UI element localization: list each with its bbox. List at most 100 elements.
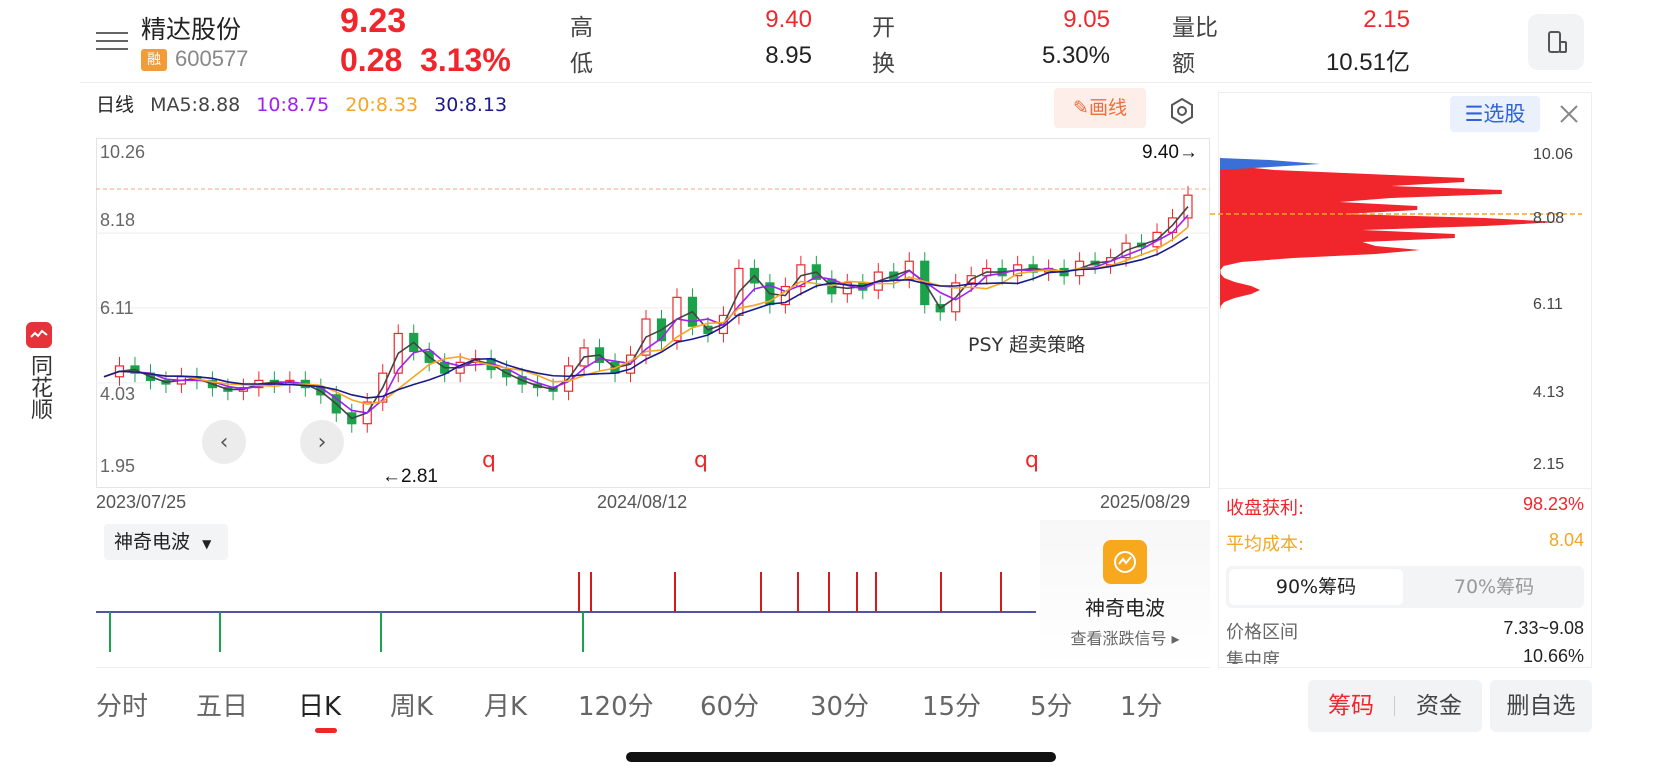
- profit-label: 收盘获利:: [1226, 498, 1305, 519]
- stat-value-high: 9.40: [765, 6, 812, 33]
- stock-pick-button[interactable]: ☰选股: [1450, 96, 1540, 132]
- menu-icon[interactable]: [96, 26, 128, 56]
- tab-weekly-k[interactable]: 周K: [390, 692, 434, 722]
- stat-label-open: 开: [872, 15, 895, 41]
- tab-15min[interactable]: 15分: [922, 692, 982, 722]
- tab-60min[interactable]: 60分: [700, 692, 760, 722]
- indicator-select[interactable]: 神奇电波 ▼: [104, 524, 228, 560]
- tab-five-day[interactable]: 五日: [196, 692, 249, 722]
- stat-label-high: 高: [570, 15, 593, 41]
- stat-label-low: 低: [570, 51, 593, 77]
- x-tick-label: 2025/08/29: [1100, 492, 1191, 512]
- chips-panel: [1218, 92, 1592, 668]
- concentration-label: 集中度: [1226, 650, 1280, 664]
- x-tick-label: 2024/08/12: [597, 492, 688, 512]
- divider: [1218, 488, 1592, 489]
- divider: [1394, 696, 1395, 716]
- y-tick-label: 1.95: [100, 456, 136, 476]
- indicator-name: 神奇电波: [114, 531, 191, 553]
- chip-axis-label: 4.13: [1533, 384, 1565, 401]
- avg-cost-value: 8.04: [1548, 530, 1584, 550]
- draw-line-label: 画线: [1088, 97, 1127, 119]
- stat-value-turnover: 5.30%: [1041, 42, 1110, 69]
- chip-axis-label: 8.08: [1533, 210, 1565, 227]
- device-icon[interactable]: [1528, 14, 1584, 70]
- chip-range-tabs: 90%筹码 70%筹码: [1226, 566, 1584, 608]
- indicator-promo[interactable]: 神奇电波 查看涨跌信号 ▸: [1040, 520, 1210, 666]
- y-tick-label: 4.03: [100, 384, 136, 404]
- ma20-line: [103, 226, 1189, 406]
- ma10-value: 10:8.75: [256, 94, 330, 116]
- kline-chart-canvas: [96, 186, 1210, 433]
- kline-chart[interactable]: [96, 138, 1210, 488]
- current-price: 9.23: [340, 2, 407, 40]
- tab-intraday[interactable]: 分时: [96, 692, 149, 722]
- y-tick-label: 10.26: [100, 142, 146, 162]
- stat-value-volume-ratio: 2.15: [1363, 6, 1410, 33]
- brand-strip: 同花顺: [22, 322, 56, 420]
- remove-watchlist-button[interactable]: 删自选: [1490, 680, 1592, 732]
- home-indicator[interactable]: [626, 752, 1056, 762]
- list-icon: ☰: [1464, 102, 1484, 126]
- active-tab-indicator: [315, 728, 337, 733]
- concentration-value: 10.66%: [1522, 646, 1584, 664]
- brand-name: 同花顺: [27, 354, 52, 420]
- chip-axis-label: 6.11: [1533, 296, 1563, 313]
- chevron-right-icon[interactable]: ›: [300, 420, 344, 464]
- price-range-value: 7.33~9.08: [1503, 618, 1584, 638]
- funds-button[interactable]: 资金: [1416, 693, 1462, 719]
- high-price-marker: 9.40→: [1142, 142, 1198, 163]
- chip-axis-label: 2.15: [1533, 456, 1565, 473]
- promo-title: 神奇电波: [1085, 596, 1165, 620]
- stat-value-low: 8.95: [765, 42, 812, 69]
- close-icon[interactable]: [1555, 100, 1583, 128]
- tab-chip-70[interactable]: 70%筹码: [1453, 576, 1535, 598]
- draw-line-button[interactable]: ✎画线: [1054, 88, 1146, 128]
- ma10-line: [103, 214, 1189, 414]
- indicator-chart: [96, 572, 1036, 652]
- tab-monthly-k[interactable]: 月K: [484, 692, 528, 722]
- low-price-marker: ←2.81: [382, 466, 438, 487]
- tab-30min[interactable]: 30分: [810, 692, 870, 722]
- chip-distribution-blue: [1220, 158, 1320, 170]
- stat-value-amount: 10.51亿: [1325, 49, 1410, 76]
- price-change: 0.28 3.13%: [340, 42, 511, 79]
- chips-funds-toggle: 筹码 资金: [1308, 680, 1482, 732]
- chip-axis-label: 10.06: [1533, 146, 1574, 163]
- change-abs: 0.28: [340, 42, 403, 78]
- x-tick-label: 2023/07/25: [96, 492, 187, 512]
- ma30-value: 30:8.13: [434, 94, 508, 116]
- period-label: 日线: [96, 94, 135, 116]
- settings-icon[interactable]: [1167, 96, 1197, 126]
- chips-button[interactable]: 筹码: [1328, 693, 1374, 719]
- chevron-left-icon[interactable]: ‹: [202, 420, 246, 464]
- stat-label-turnover: 换: [872, 51, 895, 77]
- header-divider: [80, 82, 1592, 83]
- avg-cost-label: 平均成本:: [1226, 534, 1305, 555]
- price-range-label: 价格区间: [1226, 622, 1298, 643]
- margin-trading-badge: 融: [141, 49, 167, 71]
- ma20-value: 20:8.33: [345, 94, 419, 116]
- tab-120min[interactable]: 120分: [578, 692, 654, 722]
- promo-subtitle: 查看涨跌信号 ▸: [1070, 629, 1180, 648]
- ma5-value: MA5:8.88: [150, 94, 241, 116]
- stat-label-volume-ratio: 量比: [1172, 15, 1218, 41]
- q-marker[interactable]: q: [482, 448, 496, 473]
- q-marker[interactable]: q: [1025, 448, 1039, 473]
- tab-chip-90[interactable]: 90%筹码: [1229, 569, 1403, 605]
- tab-5min[interactable]: 5分: [1030, 692, 1073, 722]
- tab-daily-k[interactable]: 日K: [298, 692, 342, 722]
- pencil-icon: ✎: [1073, 97, 1089, 119]
- caret-down-icon: ▼: [202, 537, 212, 551]
- change-pct: 3.13%: [420, 42, 511, 78]
- y-tick-label: 8.18: [100, 210, 136, 230]
- indicator-panel: [96, 518, 1210, 668]
- ma-legend: 日线 MA5:8.88 10:8.75 20:8.33 30:8.13: [96, 90, 517, 117]
- tab-1min[interactable]: 1分: [1120, 692, 1163, 722]
- stock-pick-label: 选股: [1483, 102, 1526, 126]
- stat-label-amount: 额: [1172, 51, 1195, 77]
- chip-distribution-chart: [1210, 150, 1582, 330]
- stock-code: 600577: [175, 46, 249, 71]
- stat-value-open: 9.05: [1063, 6, 1110, 33]
- q-marker[interactable]: q: [694, 448, 708, 473]
